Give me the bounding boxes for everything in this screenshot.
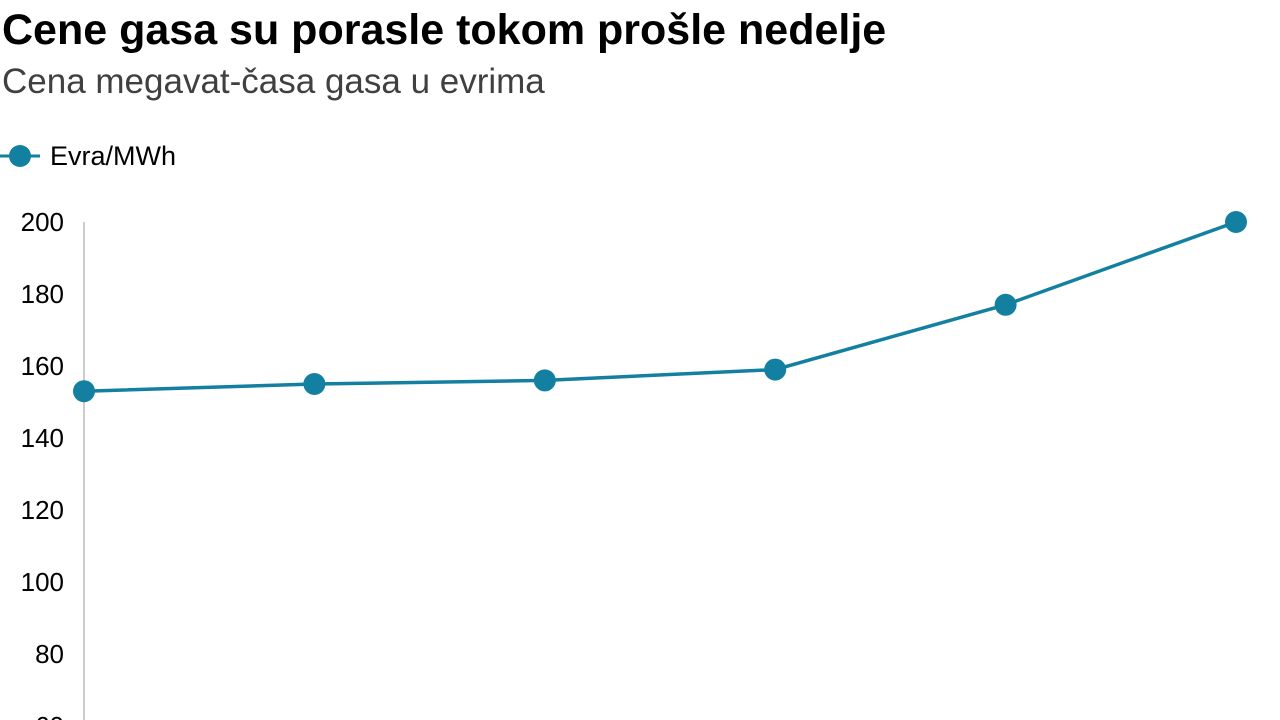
data-point xyxy=(303,373,326,395)
legend: Evra/MWh xyxy=(0,140,176,172)
data-point xyxy=(533,369,556,392)
y-tick-label: 160 xyxy=(21,351,64,381)
data-point xyxy=(994,293,1017,316)
y-tick-label: 120 xyxy=(21,495,64,525)
chart-title: Cene gasa su porasle tokom prošle nedelj… xyxy=(2,6,887,54)
y-tick-label: 200 xyxy=(21,207,64,237)
y-tick-label: 180 xyxy=(21,279,64,309)
y-tick-label: 140 xyxy=(21,423,64,453)
data-point xyxy=(764,358,787,381)
data-point xyxy=(73,380,95,403)
series-line xyxy=(83,220,1237,393)
legend-label: Evra/MWh xyxy=(50,140,177,171)
y-tick-label: 100 xyxy=(21,567,64,597)
y-tick-label: 80 xyxy=(35,639,64,669)
data-point xyxy=(1225,211,1247,233)
legend-marker-icon xyxy=(0,145,40,167)
y-tick-label: 60 xyxy=(35,711,64,720)
chart-subtitle: Cena megavat-časa gasa u evrima xyxy=(2,62,545,101)
